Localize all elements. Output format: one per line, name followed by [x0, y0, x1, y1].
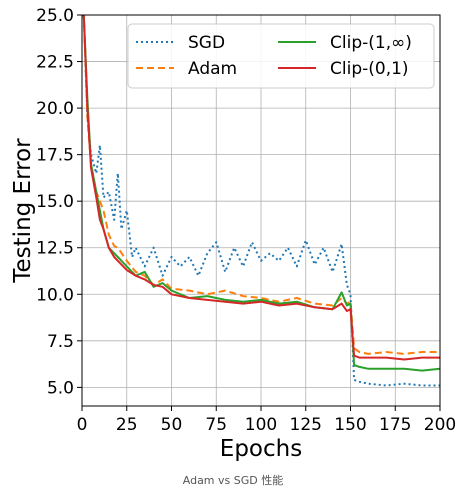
axes-frame	[81, 14, 441, 407]
y-tick-label: 22.5	[36, 53, 74, 73]
chart-svg: 0 25 50 75 100 125 150 175 200 5.0 7.5 10.0 12.5 15.0…	[10, 6, 456, 462]
y-tick-label: 12.5	[36, 239, 74, 259]
x-tick-label: 200	[424, 415, 456, 435]
y-tick-label: 20.0	[36, 99, 74, 119]
legend-box	[127, 23, 435, 89]
series-line-0	[82, 14, 440, 387]
y-tick-label: 25.0	[36, 6, 74, 26]
y-tick-label: 10.0	[36, 285, 74, 305]
x-axis-label: Epochs	[220, 436, 302, 462]
series-line-3	[82, 14, 440, 361]
y-tick-label: 15.0	[36, 192, 74, 212]
y-tick-label: 5.0	[47, 378, 74, 398]
x-tick-label: 125	[290, 415, 322, 435]
x-tick-label: 75	[205, 415, 227, 435]
figure-caption: Adam vs SGD 性能	[182, 474, 284, 487]
y-axis-label: Testing Error	[10, 138, 36, 284]
legend-label-2: Clip-(1,∞)	[330, 33, 412, 53]
legend-label-0: SGD	[188, 33, 225, 53]
x-tick-label: 0	[77, 415, 88, 435]
x-tick-label: 150	[334, 415, 366, 435]
x-tick-label: 25	[116, 415, 138, 435]
y-tick-label: 17.5	[36, 146, 74, 166]
x-tick-label: 175	[379, 415, 411, 435]
x-tick-label: 50	[161, 415, 183, 435]
x-tick-label: 100	[245, 415, 277, 435]
y-tick-label: 7.5	[47, 332, 74, 352]
series-line-1	[82, 14, 440, 355]
legend-label-3: Clip-(0,1)	[330, 59, 409, 79]
legend-label-1: Adam	[188, 59, 237, 79]
